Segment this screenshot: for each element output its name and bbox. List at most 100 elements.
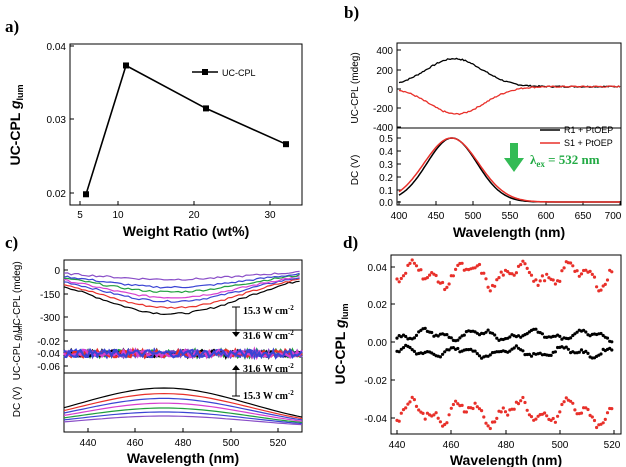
panel-c-top-series-4 <box>64 273 300 294</box>
panel-d-point <box>399 276 403 281</box>
panel-c-bottom-series-5 <box>63 411 303 425</box>
panel-label-c: c) <box>5 233 18 252</box>
panel-d-point <box>445 421 449 425</box>
panel-c-xtick-label-3: 500 <box>223 438 240 449</box>
panel-d-xtick-label-2: 480 <box>498 440 515 451</box>
panel-d-point <box>584 349 588 353</box>
panel-d-point <box>423 326 427 330</box>
panel-d-point <box>399 411 403 415</box>
panel-d-point <box>406 263 410 267</box>
panel-d-point <box>584 330 588 334</box>
panel-b-top-ytick-label-1: 200 <box>376 66 393 77</box>
panel-d-point <box>425 276 429 280</box>
panel-d-point <box>603 417 607 421</box>
panel-d-point <box>488 426 492 431</box>
panel-d-point <box>408 400 412 404</box>
panel-label-b: b) <box>344 3 359 22</box>
panel-c-top-series-6 <box>63 270 300 281</box>
panel-d-point <box>475 352 479 356</box>
panel-d-point <box>545 272 549 276</box>
panel-d-point <box>484 277 488 281</box>
panel-d-point <box>428 273 432 277</box>
panel-c-bottom-series-2 <box>63 397 303 421</box>
panel-d-series <box>395 258 614 431</box>
panel-d-point <box>566 347 571 351</box>
panel-d-point <box>562 266 566 270</box>
panel-d-point <box>558 279 562 283</box>
panel-d-ytick-label-1: 0.02 <box>368 300 388 311</box>
panel-d-point <box>460 403 464 407</box>
panel-d-point <box>577 274 581 278</box>
panel-d-point <box>482 415 486 419</box>
panel-d-point <box>514 344 519 348</box>
panel-d-point <box>460 261 464 265</box>
panel-d-point <box>538 351 542 355</box>
panel-d-point <box>486 285 490 289</box>
panel-a-legend: UC-CPL <box>192 68 256 78</box>
panel-d-point <box>434 273 438 278</box>
panel-b-top-ytick-label-0: 400 <box>376 46 393 57</box>
panel-d-point <box>610 348 614 352</box>
panel-d-point <box>417 408 421 412</box>
panel-d-point <box>540 332 545 336</box>
panel-b-bot-ytick-label-1: 0.4 <box>379 147 393 158</box>
panel-c-middle-y-axis-label: UC-CPL glum <box>12 324 24 381</box>
panel-d-point <box>521 349 525 353</box>
panel-d-point <box>564 396 568 400</box>
panel-d-point <box>499 270 503 274</box>
panel-c-x-axis-label: Wavelength (nm) <box>127 450 239 466</box>
panel-c-bottom-series-6 <box>63 415 303 426</box>
panel-c-annotation-1: 31.6 W cm-2 <box>243 329 294 342</box>
panel-d-point <box>564 345 568 349</box>
panel-d-point <box>519 399 523 403</box>
panel-d-point <box>521 259 525 263</box>
panel-c-arrow-2-icon <box>232 365 240 370</box>
panel-d-point <box>425 411 429 415</box>
panel-d-point <box>456 402 460 406</box>
panel-a-xtick-label-2: 20 <box>188 210 200 221</box>
panel-c-x-ticks: 440 460 480 500 520 <box>80 428 287 449</box>
panel-d-point <box>605 411 610 415</box>
panel-d-y-axis-label: UC-CPL glum <box>332 303 350 384</box>
panel-d-point <box>443 350 447 354</box>
panel-d-point <box>493 420 497 424</box>
panel-d-point <box>493 333 497 337</box>
panel-d-point <box>569 261 573 265</box>
panel-d-point <box>451 402 455 407</box>
panel-a-series-line <box>85 64 287 195</box>
panel-b-xtick-label-5: 650 <box>575 211 592 222</box>
panel-d-point <box>503 410 508 414</box>
panel-d-point <box>484 330 488 334</box>
panel-a-point-2 <box>203 105 209 112</box>
panel-d-point <box>404 334 408 339</box>
panel-c-top-y-ticks: 0 -150 -300 <box>40 266 68 324</box>
panel-a-point-0 <box>83 191 89 198</box>
panel-d-point <box>456 346 460 351</box>
panel-b-xtick-label-0: 400 <box>391 211 408 222</box>
panel-d-point <box>443 287 447 292</box>
panel-d-ytick-label-2: 0.00 <box>368 338 388 349</box>
panel-d-xtick-label-3: 500 <box>552 440 569 451</box>
panel-d-point <box>397 419 401 423</box>
panel-d-point <box>543 411 547 415</box>
panel-b-bottom-y-axis-label: DC (V) <box>350 155 361 186</box>
panel-d-point <box>423 417 427 421</box>
panel-a-x-ticks: 5 10 20 30 <box>77 201 276 221</box>
panel-d-point <box>430 271 434 275</box>
panel-d-xtick-label-1: 460 <box>443 440 460 451</box>
panel-d-point <box>553 282 558 286</box>
panel-d-point <box>401 274 406 278</box>
panel-d-point <box>569 336 573 340</box>
panel-d-point <box>545 414 549 418</box>
panel-d-y-ticks: 0.04 0.02 0.00 -0.02 -0.04 <box>364 263 395 425</box>
panel-d-point <box>406 402 410 406</box>
panel-d-point <box>584 406 588 410</box>
panel-b: b) 400 200 0 -200 -400 0.5 0.4 0.3 0.2 <box>344 3 622 240</box>
panel-b-top-series-0 <box>398 57 621 88</box>
panel-b-excitation-annotation: λex = 532 nm <box>530 152 600 169</box>
panel-d-point <box>588 413 592 417</box>
panel-d-point <box>571 264 575 268</box>
panel-d-point <box>519 263 523 267</box>
panel-d-point <box>464 348 468 352</box>
panel-d-point <box>469 347 473 351</box>
